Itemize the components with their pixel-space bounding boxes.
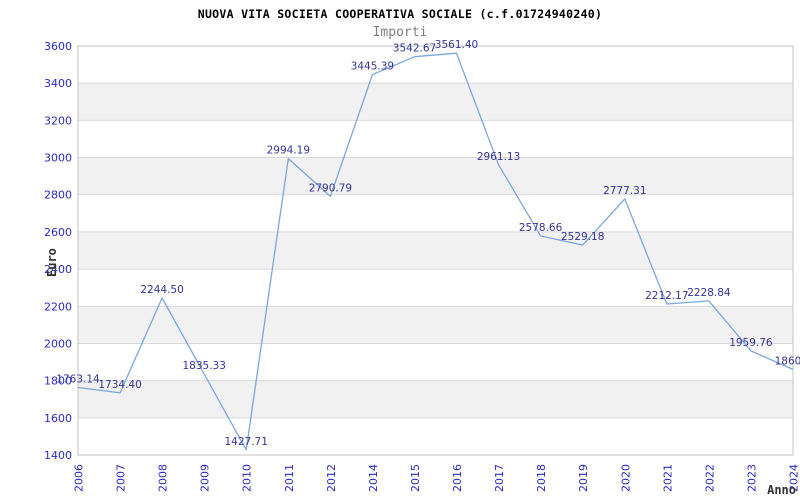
point-label: 2578.66 [519,222,563,234]
x-tick-label: 2008 [157,464,170,492]
plot-border [77,45,794,456]
point-label: 2961.13 [477,151,520,163]
x-tick-label: 2006 [73,464,86,492]
x-tick-label: 2014 [367,464,380,492]
point-label: 1763.14 [56,374,100,386]
point-label: 3542.67 [393,43,436,55]
point-label: 2790.79 [309,182,352,194]
y-tick-label: 2000 [44,338,72,351]
point-label: 1860.5 [775,355,800,367]
x-tick-label: 2016 [451,464,464,492]
x-tick-label: 2022 [703,464,716,492]
point-label: 2228.84 [687,287,731,299]
x-tick-label: 2010 [241,464,254,492]
x-tick-label: 2017 [493,464,506,492]
y-tick-label: 3600 [44,40,72,53]
x-tick-label: 2020 [619,464,632,492]
chart-subtitle: Importi [372,25,428,40]
y-tick-label: 2400 [44,263,72,276]
y-tick-label: 2800 [44,189,72,202]
y-tick-label: 3200 [44,114,72,127]
plot-band [78,83,793,121]
x-tick-label: 2009 [199,464,212,492]
point-label: 2529.18 [561,231,604,243]
x-tick-label: 2011 [283,464,296,492]
plot-band [78,306,793,344]
point-label: 3561.40 [435,39,478,51]
point-label: 1734.40 [98,379,141,391]
y-tick-label: 1400 [44,449,72,462]
y-tick-label: 2200 [44,300,72,313]
x-tick-label: 2007 [115,464,128,492]
x-tick-label: 2015 [409,464,422,492]
point-label: 2994.19 [267,145,310,157]
x-tick-label: 2021 [661,464,674,492]
x-tick-label: 2012 [325,464,338,492]
y-tick-label: 2600 [44,226,72,239]
plot-band [78,157,793,195]
point-label: 3445.39 [351,61,394,73]
point-label: 1959.76 [729,337,773,349]
point-label: 2244.50 [140,284,183,296]
y-tick-label: 1600 [44,412,72,425]
plot-band [78,231,793,270]
point-label: 1835.33 [182,360,225,372]
y-axis-title: Euro [45,248,59,277]
x-axis-title: Anno [767,483,796,497]
point-label: 1427.71 [224,436,267,448]
y-tick-label: 1800 [44,375,72,388]
plot-band [78,380,793,418]
x-tick-label: 2018 [535,464,548,492]
data-line [77,52,794,451]
y-tick-label: 3400 [44,77,72,90]
point-label: 2212.17 [645,290,688,302]
point-label: 2777.31 [603,185,646,197]
y-tick-label: 3000 [44,152,72,165]
x-tick-label: 2024 [788,464,800,492]
x-tick-label: 2019 [577,464,590,492]
chart-title: NUOVA VITA SOCIETA COOPERATIVA SOCIALE (… [197,7,603,21]
x-tick-label: 2023 [745,464,758,492]
